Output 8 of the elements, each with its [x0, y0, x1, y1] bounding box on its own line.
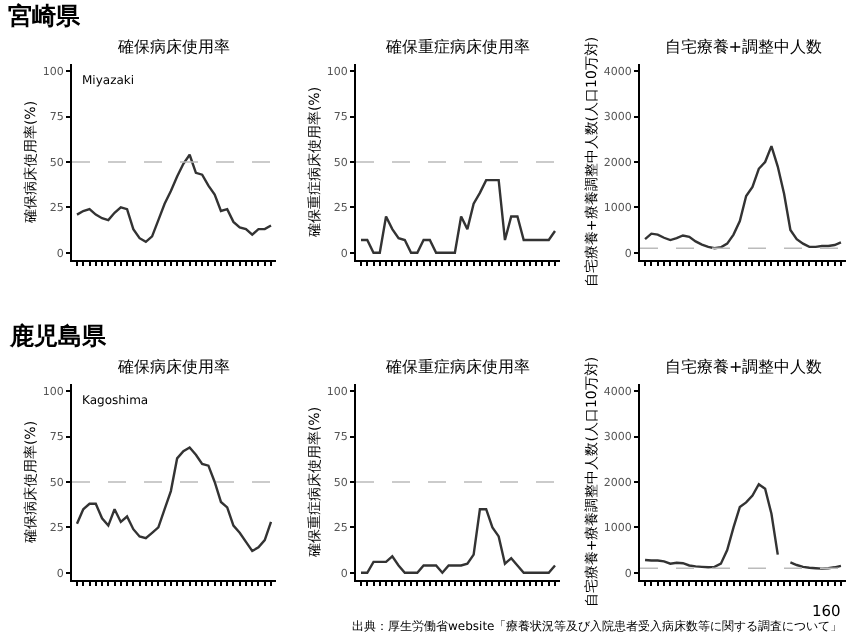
text: 宮崎県: [8, 2, 82, 30]
chart-title: 自宅療養+調整中人数: [664, 37, 822, 56]
chart-title: 確保病床使用率: [116, 357, 230, 376]
chart-title: 自宅療養+調整中人数: [665, 357, 823, 376]
chart-title: 確保病床使用率: [116, 37, 230, 56]
chart-title: 確保重症病床使用率: [384, 37, 530, 56]
text: 鹿児島県: [8, 322, 108, 350]
chart-title: 確保重症病床使用率: [384, 357, 530, 376]
